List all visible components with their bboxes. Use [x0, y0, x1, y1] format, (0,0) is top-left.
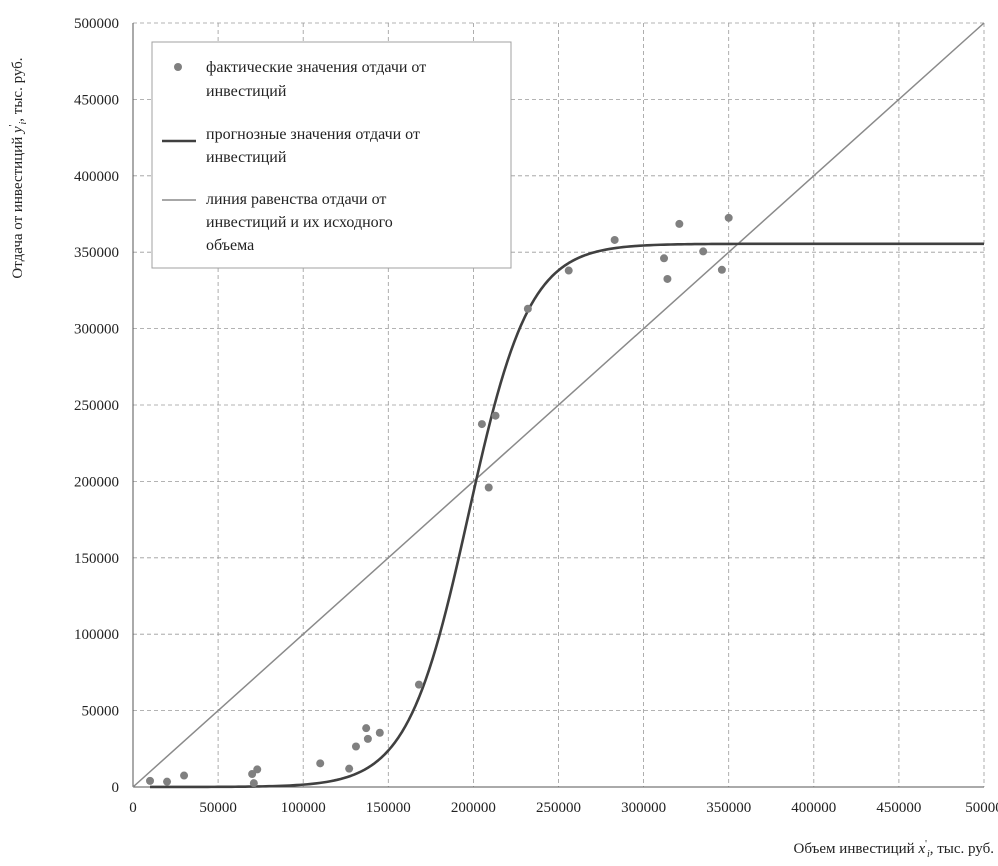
x-axis-label: Объем инвестиций x'i, тыс. руб. — [794, 839, 994, 860]
y-tick-label: 0 — [112, 780, 120, 796]
data-point — [484, 483, 493, 492]
data-point — [414, 680, 423, 689]
y-tick-label: 150000 — [74, 551, 119, 567]
data-point — [660, 254, 669, 263]
x-tick-label: 0 — [129, 800, 137, 816]
data-point — [316, 759, 325, 768]
data-point — [375, 728, 384, 737]
legend: фактические значения отдачи от инвестици… — [151, 41, 512, 269]
forecast-curve — [150, 242, 984, 789]
y-tick-label: 300000 — [74, 322, 119, 338]
x-tick-label: 150000 — [366, 800, 411, 816]
data-point — [717, 265, 726, 274]
data-point — [345, 764, 354, 773]
x-tick-label: 100000 — [281, 800, 326, 816]
data-point — [491, 411, 500, 420]
data-point — [564, 266, 573, 275]
x-tick-label: 200000 — [451, 800, 496, 816]
data-point — [248, 770, 257, 779]
data-point — [363, 734, 372, 743]
x-tick-label: 450000 — [876, 800, 921, 816]
x-tick-label: 50000 — [199, 800, 237, 816]
y-tick-label: 50000 — [82, 704, 120, 720]
y-tick-label: 100000 — [74, 627, 119, 643]
legend-entry-forecast: прогнозные значения отдачи от инвестиций — [206, 126, 424, 166]
data-point — [699, 247, 708, 256]
data-point — [180, 771, 189, 780]
y-tick-label: 500000 — [74, 16, 119, 32]
equality-line — [132, 22, 985, 788]
y-tick-label: 450000 — [74, 92, 119, 108]
y-tick-labels: 0 50000 100000 150000 200000 250000 300000 3500… — [74, 16, 119, 796]
y-axis-label: Отдача от инвестиций y'i, тыс. руб. — [8, 57, 29, 278]
data-point — [724, 213, 733, 222]
legend-box — [151, 41, 512, 269]
data-point — [523, 304, 532, 313]
data-point — [675, 219, 684, 228]
data-point — [477, 420, 486, 429]
x-tick-labels: 0 50000 100000 150000 200000 250000 300000 3500… — [129, 800, 998, 816]
x-tick-label: 400000 — [791, 800, 836, 816]
y-tick-label: 350000 — [74, 245, 119, 261]
data-point — [146, 776, 155, 785]
x-tick-label: 350000 — [706, 800, 751, 816]
y-tick-label: 200000 — [74, 474, 119, 490]
x-tick-label: 50000 — [965, 800, 998, 816]
legend-entry-actual: фактические значения отдачи от инвестици… — [206, 59, 430, 100]
y-tick-label: 400000 — [74, 169, 119, 185]
data-point — [249, 779, 258, 788]
data-point — [362, 724, 371, 733]
legend-entry-equality: линия равенства отдачи от инвестиций и и… — [206, 191, 397, 254]
data-point — [253, 765, 262, 774]
y-tick-label: 250000 — [74, 398, 119, 414]
data-point — [163, 777, 172, 786]
x-tick-label: 250000 — [536, 800, 581, 816]
data-point — [351, 742, 360, 751]
legend-dot-marker — [174, 63, 182, 71]
x-tick-label: 300000 — [621, 800, 666, 816]
data-point — [663, 274, 672, 283]
series-layer — [132, 22, 985, 789]
data-point — [610, 235, 619, 244]
